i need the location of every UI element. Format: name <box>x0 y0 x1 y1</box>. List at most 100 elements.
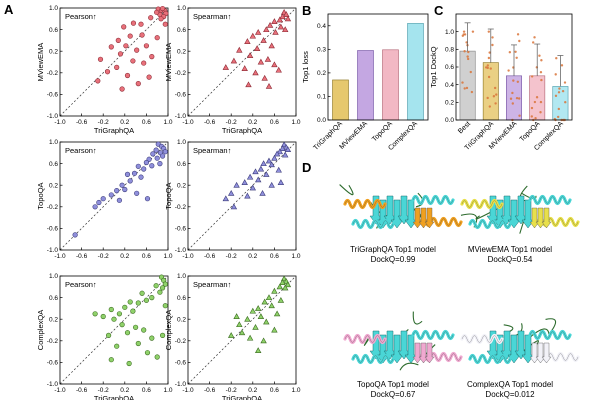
x-tick-label: -1.0 <box>54 387 66 394</box>
beta-strand <box>529 342 540 364</box>
data-point <box>95 78 101 84</box>
y-tick-label: 0.6 <box>49 27 58 34</box>
data-point <box>72 232 78 238</box>
data-point <box>257 313 265 319</box>
data-point <box>157 289 163 295</box>
x-tick-label: 0.6 <box>142 387 151 394</box>
data-point <box>271 154 278 161</box>
data-point <box>124 171 131 177</box>
data-point <box>230 57 238 64</box>
sample-dot <box>517 97 521 100</box>
y-tick-label: 0.6 <box>49 295 58 302</box>
data-point <box>279 13 286 20</box>
sample-dot <box>508 51 512 54</box>
x-tick-label: -1.0 <box>182 253 194 260</box>
sample-dot <box>531 41 535 44</box>
sample-dot <box>507 69 510 72</box>
plot-frame <box>59 141 169 251</box>
y-tick-label: 0.4 <box>445 82 454 89</box>
data-point <box>149 335 155 341</box>
x-tick-label: -0.6 <box>204 387 216 394</box>
x-tick-label: 1.0 <box>291 119 300 126</box>
data-point <box>154 35 160 41</box>
diagonal-reference-line <box>187 141 297 251</box>
data-point <box>277 179 285 185</box>
sample-dot <box>487 56 491 60</box>
data-point <box>160 332 166 339</box>
metric-annotation: Spearman↑ <box>193 12 231 21</box>
loop-strand <box>339 184 354 196</box>
y-tick-label: 0.2 <box>177 316 186 323</box>
data-point <box>160 285 166 291</box>
x-tick-label: 1.0 <box>163 253 172 260</box>
helix-outline <box>344 335 386 343</box>
data-point <box>227 189 235 196</box>
x-tick-label: -0.2 <box>98 387 110 394</box>
sample-dot <box>515 56 518 59</box>
helix-outline <box>412 331 454 339</box>
data-point <box>263 318 270 325</box>
scatter-A6: -1.0 -0.6 -0.2 0.2 0.6 1.0-1.0-0.6-0.20.20.61… <box>164 273 301 400</box>
protein-structure-1-image <box>339 184 463 230</box>
data-point <box>254 28 262 35</box>
y-axis-label: ComplexQA <box>164 310 173 350</box>
data-point <box>268 161 275 168</box>
panel-label-c: C <box>434 3 444 18</box>
metric-annotation: Pearson↑ <box>65 280 97 289</box>
sample-dot <box>558 87 561 90</box>
data-point <box>122 186 128 193</box>
x-tick-label: -0.6 <box>76 119 88 126</box>
helix-outline <box>469 220 511 228</box>
y-tick-label: -0.2 <box>175 338 187 345</box>
data-point <box>160 5 166 12</box>
y-tick-label: 1.0 <box>177 139 186 146</box>
data-point <box>254 176 262 183</box>
data-point <box>253 45 261 51</box>
data-point <box>222 195 230 202</box>
sample-dot <box>487 75 491 79</box>
scatter-A3: -1.0 -0.6 -0.2 0.2 0.6 1.0 -1.0 -0.6 -0.2 0.2 0.6 1… <box>36 139 173 260</box>
data-point <box>162 21 168 27</box>
data-point <box>268 42 275 49</box>
y-axis-label: Top1 loss <box>301 51 310 83</box>
x-tick-label: 1.0 <box>163 387 172 394</box>
data-point <box>230 203 238 210</box>
sample-dot <box>561 89 565 93</box>
data-point <box>146 156 152 162</box>
helix-outline <box>352 220 394 228</box>
data-point <box>108 306 114 313</box>
x-tick-label: -0.2 <box>226 387 238 394</box>
structure-1-title: TriGraphQA Top1 model <box>350 245 436 254</box>
data-point <box>121 24 127 30</box>
data-point <box>252 69 259 76</box>
x-tick-label: -0.2 <box>226 119 238 126</box>
beta-strand <box>507 334 521 364</box>
sample-dot <box>486 96 489 100</box>
data-point <box>100 313 106 320</box>
data-point <box>263 171 270 177</box>
data-point <box>271 61 278 68</box>
x-tick-label: 0.2 <box>248 119 257 126</box>
data-point <box>143 159 149 166</box>
y-tick-label: -0.6 <box>47 226 59 233</box>
sample-dot <box>491 43 494 47</box>
y-tick-label: -1.0 <box>175 381 187 388</box>
y-tick-label: 0.3 <box>317 47 326 54</box>
data-point <box>263 26 270 33</box>
data-point <box>246 52 254 58</box>
data-point <box>246 173 254 180</box>
data-point <box>108 357 114 363</box>
x-axis-label: TriGraphQA <box>94 126 134 135</box>
data-point <box>284 146 292 153</box>
y-tick-label: 0.2 <box>445 100 454 107</box>
y-axis-label: MViewEMA <box>164 43 173 82</box>
data-point <box>114 64 120 70</box>
x-tick-label: 0.6 <box>142 119 151 126</box>
x-tick-label: -0.2 <box>226 253 238 260</box>
data-point <box>139 32 145 38</box>
data-point <box>249 307 257 314</box>
data-point <box>143 297 149 303</box>
data-point <box>272 28 279 35</box>
x-tick-label: 0.6 <box>142 253 151 260</box>
data-point <box>233 181 240 188</box>
